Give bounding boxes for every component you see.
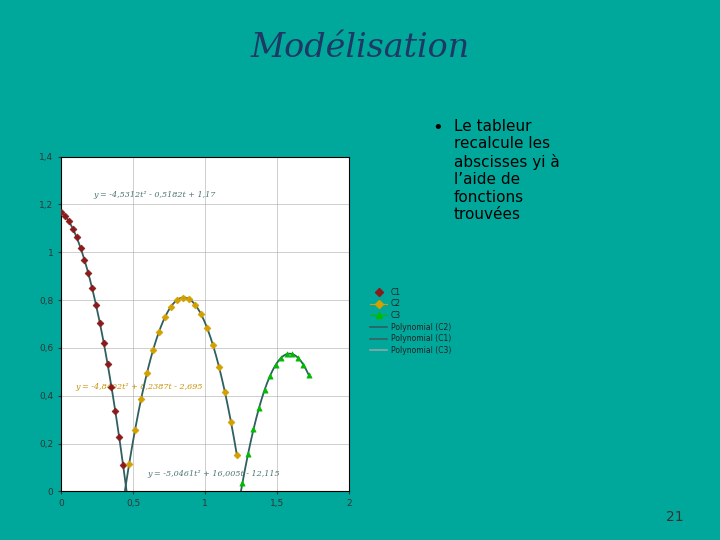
- Point: [292, 353, 304, 362]
- Point: [213, 362, 225, 371]
- Point: [106, 382, 117, 391]
- Point: [67, 224, 78, 233]
- Point: [130, 426, 141, 434]
- Point: [109, 407, 121, 415]
- Point: [237, 478, 248, 487]
- Point: [135, 395, 147, 403]
- Point: [166, 302, 177, 311]
- Text: y = -4,5312t² - 0,5182t + 1,17: y = -4,5312t² - 0,5182t + 1,17: [93, 191, 215, 199]
- Text: 21: 21: [667, 510, 684, 524]
- Point: [303, 371, 315, 380]
- Point: [281, 350, 292, 359]
- Point: [253, 403, 265, 412]
- Point: [195, 309, 207, 318]
- Point: [71, 233, 82, 242]
- Point: [189, 300, 201, 309]
- Point: [177, 293, 189, 302]
- Point: [231, 451, 243, 460]
- Point: [183, 295, 194, 303]
- Text: y = -5,0461t² + 16,005t - 12,115: y = -5,0461t² + 16,005t - 12,115: [148, 470, 280, 478]
- Text: Le tableur
recalcule les
abscisses yi à
l’aide de
fonctions
trouvées: Le tableur recalcule les abscisses yi à …: [454, 119, 559, 222]
- Point: [248, 425, 259, 434]
- Point: [201, 323, 212, 332]
- Point: [86, 284, 98, 293]
- Legend: C1, C2, C3, Polynomial (C2), Polynomial (C1), Polynomial (C3): C1, C2, C3, Polynomial (C2), Polynomial …: [367, 285, 454, 358]
- Point: [114, 433, 125, 442]
- Point: [153, 327, 165, 336]
- Point: [83, 269, 94, 278]
- Point: [287, 350, 298, 359]
- Point: [258, 386, 270, 394]
- Text: •: •: [432, 119, 443, 137]
- Point: [141, 368, 153, 377]
- Point: [55, 207, 67, 216]
- Point: [78, 255, 90, 264]
- Point: [102, 360, 113, 368]
- Point: [90, 300, 102, 309]
- Point: [59, 211, 71, 220]
- Point: [98, 339, 109, 347]
- Point: [219, 388, 230, 396]
- Point: [123, 460, 135, 469]
- Text: y = -4,8402t² + 8,2387t - 2,695: y = -4,8402t² + 8,2387t - 2,695: [76, 382, 203, 390]
- Point: [270, 361, 282, 369]
- Point: [75, 244, 86, 252]
- Point: [63, 217, 75, 226]
- Point: [276, 353, 287, 362]
- Point: [94, 319, 106, 327]
- Point: [225, 417, 237, 426]
- Text: Modélisation: Modélisation: [251, 32, 469, 64]
- Point: [148, 346, 159, 354]
- Point: [117, 461, 129, 469]
- Point: [171, 296, 183, 305]
- Point: [207, 341, 219, 349]
- Point: [297, 360, 309, 369]
- Point: [242, 450, 253, 459]
- Point: [264, 372, 276, 380]
- Point: [159, 313, 171, 321]
